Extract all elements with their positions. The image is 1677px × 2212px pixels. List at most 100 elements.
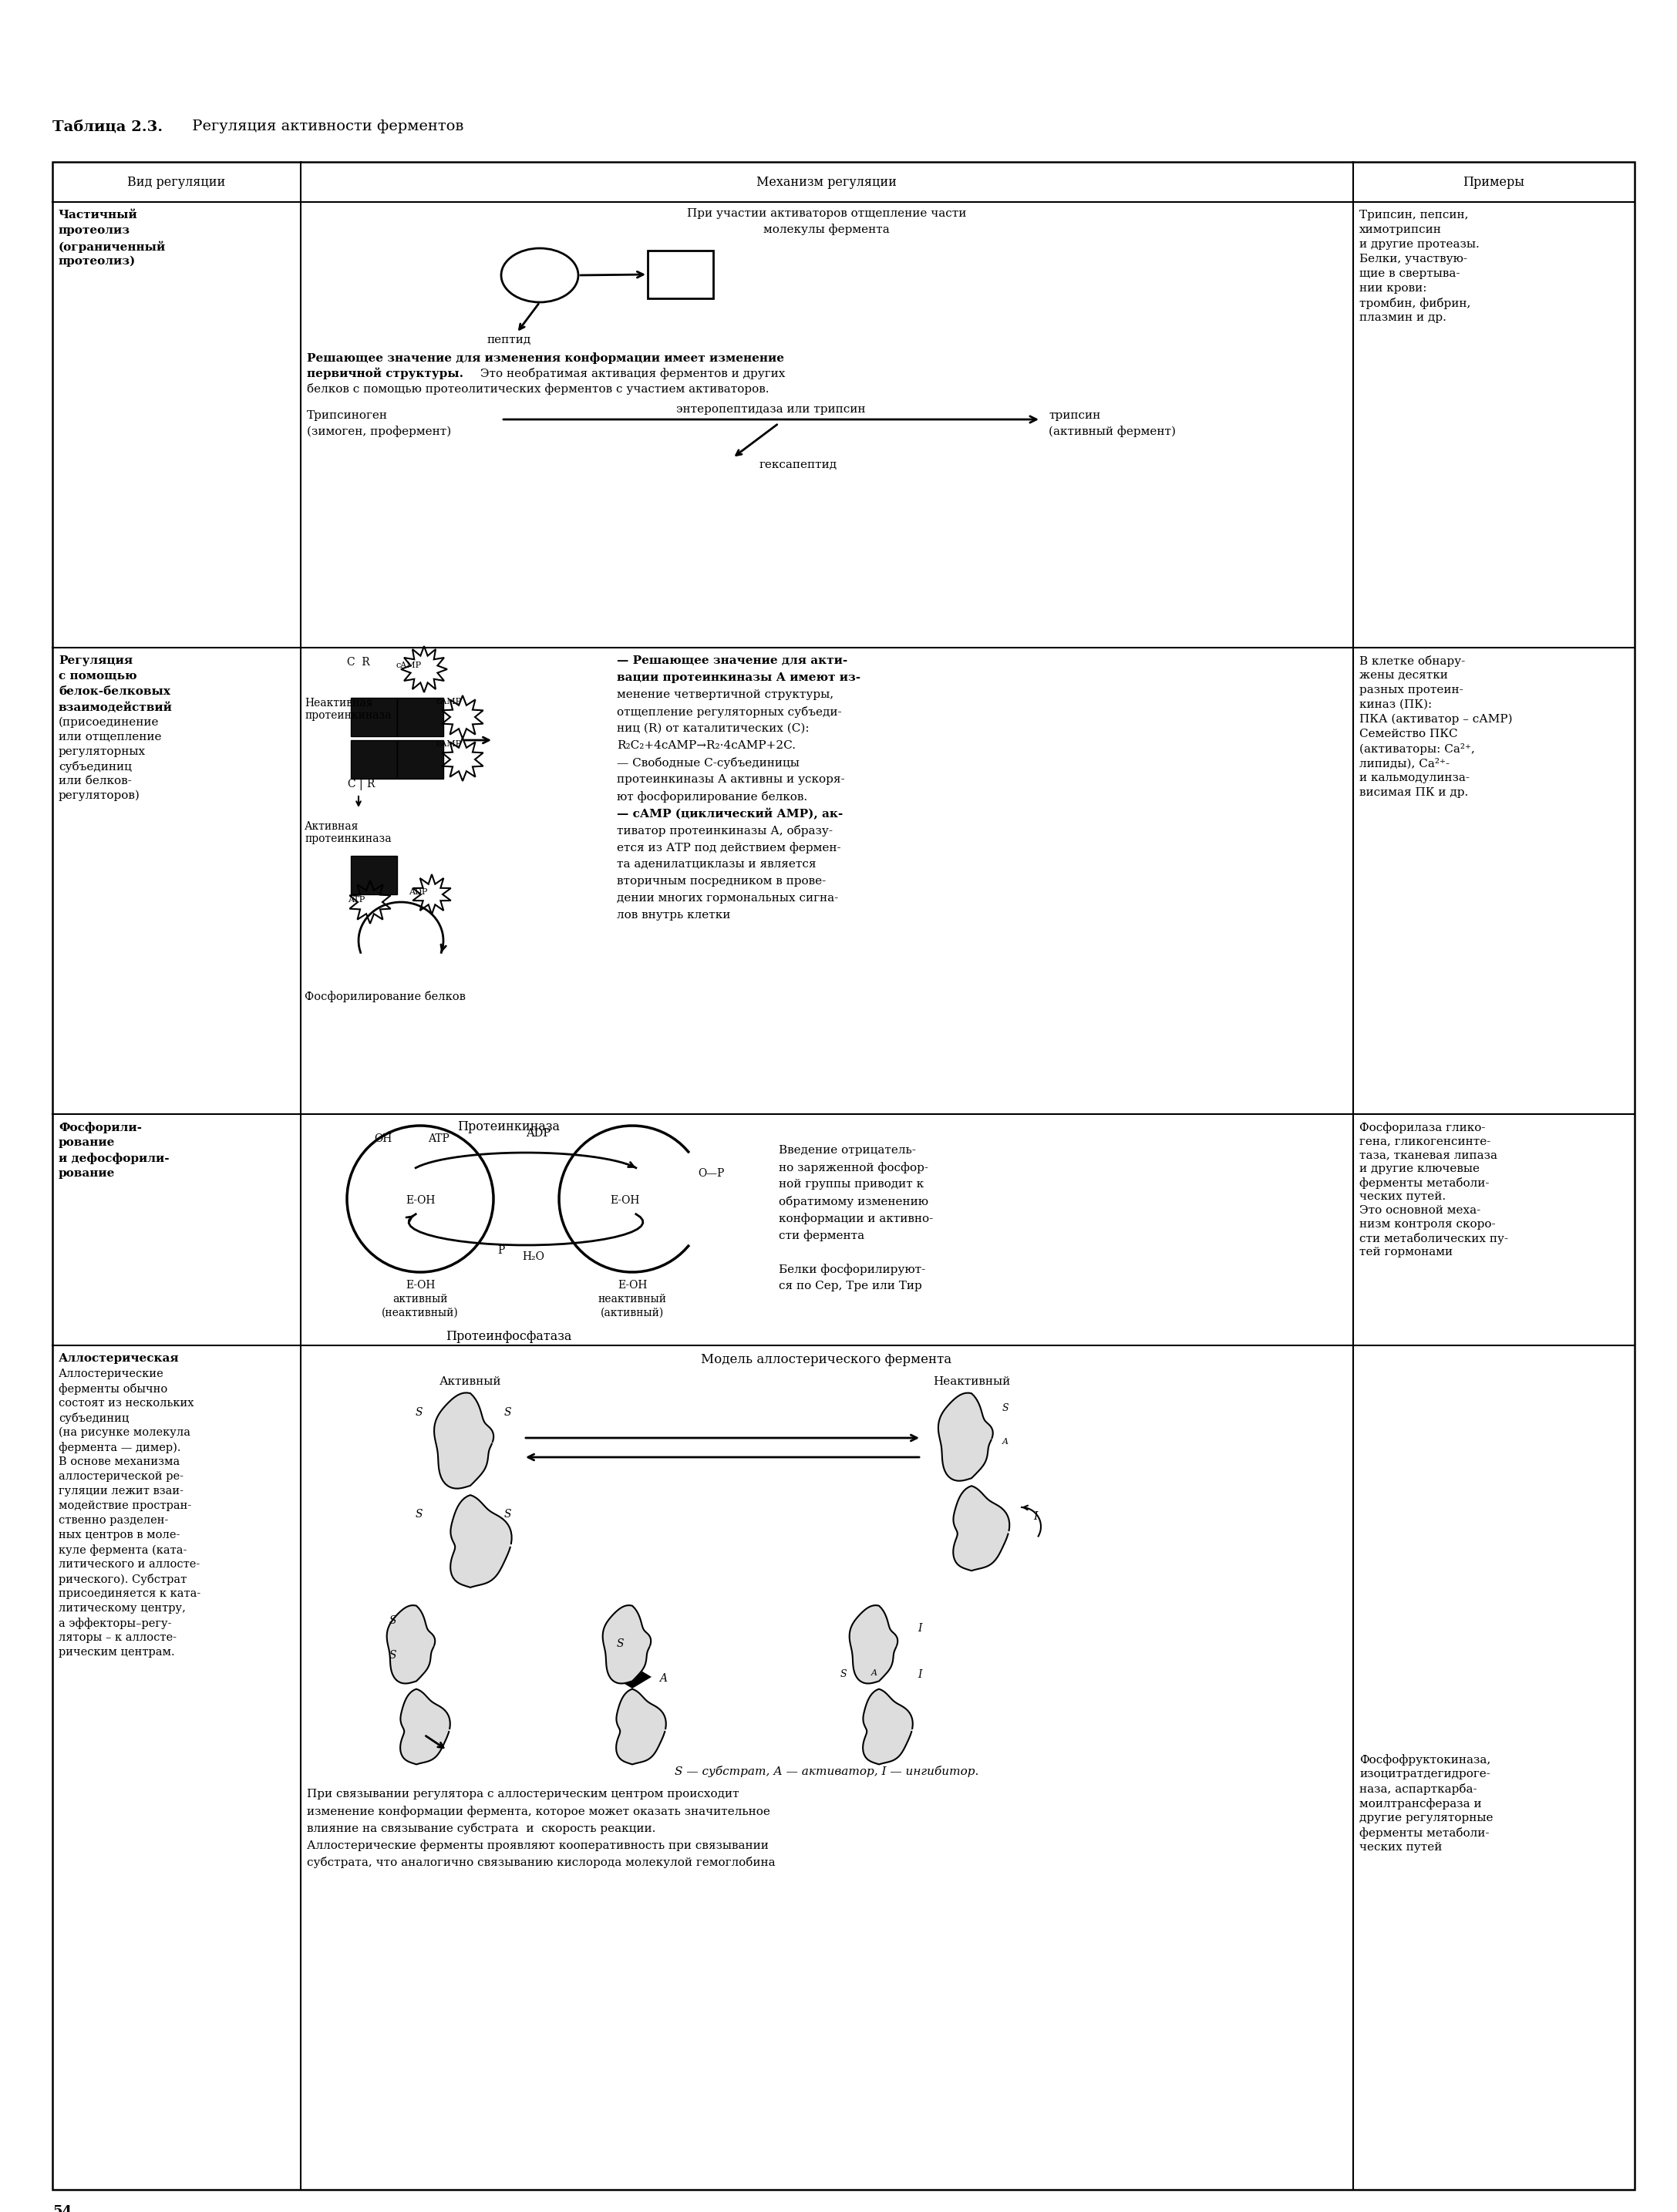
Text: киназ (ПК):: киназ (ПК):	[1360, 699, 1432, 710]
Bar	[350, 741, 397, 779]
Text: Неактивная
протеинкиназа: Неактивная протеинкиназа	[305, 697, 391, 721]
Text: H₂O: H₂O	[523, 1252, 545, 1263]
Text: и дефосфорили-: и дефосфорили-	[59, 1152, 169, 1164]
Text: ют фосфорилирование белков.: ют фосфорилирование белков.	[617, 792, 807, 803]
Text: В основе механизма: В основе механизма	[59, 1455, 179, 1467]
Text: Активная
протеинкиназа: Активная протеинкиназа	[305, 821, 391, 845]
Text: (зимоген, профермент): (зимоген, профермент)	[307, 425, 451, 438]
Text: химотрипсин: химотрипсин	[1360, 223, 1442, 234]
Text: плазмин и др.: плазмин и др.	[1360, 312, 1446, 323]
Text: щие в свертыва-: щие в свертыва-	[1360, 268, 1461, 279]
Text: жены десятки: жены десятки	[1360, 670, 1447, 681]
Text: S: S	[389, 1650, 397, 1661]
Text: Аллостерическая: Аллостерическая	[59, 1354, 179, 1365]
Text: ется из АТР под действием фермен-: ется из АТР под действием фермен-	[617, 843, 840, 854]
Text: и другие протеазы.: и другие протеазы.	[1360, 239, 1479, 250]
Text: сти метаболических пу-: сти метаболических пу-	[1360, 1232, 1508, 1245]
Text: фермента — димер).: фермента — димер).	[59, 1442, 181, 1453]
Bar	[350, 856, 397, 894]
Text: Протеинфосфатаза: Протеинфосфатаза	[446, 1329, 572, 1343]
Text: белок-белковых: белок-белковых	[59, 686, 171, 697]
Text: липиды), Са²⁺-: липиды), Са²⁺-	[1360, 759, 1449, 770]
Text: Трипсиноген: Трипсиноген	[307, 409, 387, 420]
Text: Активный: Активный	[439, 1376, 501, 1387]
Text: таза, тканевая липаза: таза, тканевая липаза	[1360, 1150, 1498, 1161]
Text: E-OH: E-OH	[406, 1281, 434, 1290]
Text: I: I	[917, 1670, 922, 1679]
Text: Аллостерические: Аллостерические	[59, 1369, 164, 1380]
Text: взаимодействий: взаимодействий	[59, 701, 173, 712]
Text: отщепление регуляторных субъеди-: отщепление регуляторных субъеди-	[617, 706, 842, 719]
Text: |: |	[359, 779, 362, 790]
Text: энтеропептидаза или трипсин: энтеропептидаза или трипсин	[676, 405, 865, 416]
Text: литического и аллосте-: литического и аллосте-	[59, 1559, 200, 1571]
Text: A: A	[872, 1670, 877, 1677]
Text: дении многих гормональных сигна-: дении многих гормональных сигна-	[617, 894, 839, 905]
Text: менение четвертичной структуры,: менение четвертичной структуры,	[617, 690, 833, 699]
Text: ческих путей: ческих путей	[1360, 1843, 1442, 1854]
Text: трипсин: трипсин	[1048, 409, 1100, 420]
Text: вации протеинкиназы А имеют из-: вации протеинкиназы А имеют из-	[617, 672, 860, 684]
Text: Фосфофруктокиназа,: Фосфофруктокиназа,	[1360, 1754, 1491, 1765]
Polygon shape	[602, 1606, 651, 1683]
Text: а эффекторы–регу-: а эффекторы–регу-	[59, 1617, 171, 1628]
Text: C  R: C R	[347, 657, 371, 668]
Text: Примеры: Примеры	[1462, 175, 1524, 188]
Text: сти фермента: сти фермента	[778, 1230, 864, 1241]
Text: (неактивный): (неактивный)	[382, 1307, 459, 1318]
Text: и кальмодулинза-: и кальмодулинза-	[1360, 772, 1469, 783]
Text: — Свободные C-субъединицы: — Свободные C-субъединицы	[617, 757, 800, 770]
Text: моилтрансфераза и: моилтрансфераза и	[1360, 1798, 1482, 1809]
Text: Фосфорилаза глико-: Фосфорилаза глико-	[1360, 1121, 1486, 1133]
Text: другие регуляторные: другие регуляторные	[1360, 1812, 1493, 1823]
Text: S: S	[1003, 1402, 1010, 1413]
Text: субстрата, что аналогично связыванию кислорода молекулой гемоглобина: субстрата, что аналогично связыванию кис…	[307, 1856, 775, 1869]
Text: гексапептид: гексапептид	[760, 460, 837, 471]
Text: субъединиц: субъединиц	[59, 761, 132, 772]
Polygon shape	[953, 1486, 1010, 1571]
Text: протеолиз: протеолиз	[59, 226, 131, 237]
Text: — Решающее значение для акти-: — Решающее значение для акти-	[617, 655, 847, 666]
Text: (активный фермент): (активный фермент)	[1048, 425, 1176, 438]
Text: I: I	[1033, 1511, 1038, 1522]
Text: В клетке обнару-: В клетке обнару-	[1360, 655, 1466, 666]
Text: Фосфорилирование белков: Фосфорилирование белков	[305, 991, 466, 1002]
Text: ферменты метаболи-: ферменты метаболи-	[1360, 1177, 1489, 1188]
Text: гена, гликогенсинте-: гена, гликогенсинте-	[1360, 1135, 1491, 1146]
Bar	[397, 741, 443, 779]
Text: конформации и активно-: конформации и активно-	[778, 1212, 932, 1223]
Text: Модель аллостерического фермента: Модель аллостерического фермента	[701, 1354, 953, 1367]
Polygon shape	[387, 1606, 434, 1683]
Text: рическим центрам.: рическим центрам.	[59, 1648, 174, 1657]
Text: с помощью: с помощью	[59, 670, 138, 681]
Text: тей гормонами: тей гормонами	[1360, 1248, 1452, 1256]
Polygon shape	[614, 1666, 652, 1688]
Polygon shape	[864, 1690, 912, 1765]
Text: R: R	[366, 779, 374, 790]
Text: ческих путей.: ческих путей.	[1360, 1192, 1446, 1201]
Text: та аденилатциклазы и является: та аденилатциклазы и является	[617, 858, 817, 869]
Text: OH: OH	[374, 1133, 392, 1144]
Text: E-OH: E-OH	[617, 1281, 647, 1290]
Text: влияние на связывание субстрата  и  скорость реакции.: влияние на связывание субстрата и скорос…	[307, 1823, 656, 1834]
Text: (активаторы: Са²⁺,: (активаторы: Са²⁺,	[1360, 743, 1474, 754]
Text: S: S	[505, 1509, 511, 1520]
Bar	[647, 250, 713, 299]
Text: ной группы приводит к: ной группы приводит к	[778, 1179, 924, 1190]
Text: обратимому изменению: обратимому изменению	[778, 1197, 929, 1208]
Text: Введение отрицатель-: Введение отрицатель-	[778, 1146, 916, 1155]
Text: ственно разделен-: ственно разделен-	[59, 1515, 168, 1526]
Text: рование: рование	[59, 1137, 116, 1148]
Text: регуляторных: регуляторных	[59, 745, 146, 757]
Text: висимая ПК и др.: висимая ПК и др.	[1360, 787, 1469, 799]
Text: Неактивный: Неактивный	[932, 1376, 1010, 1387]
Text: Протеинкиназа: Протеинкиназа	[458, 1119, 560, 1133]
Text: литическому центру,: литическому центру,	[59, 1604, 186, 1615]
Text: При участии активаторов отщепление части: При участии активаторов отщепление части	[688, 208, 966, 219]
Text: Решающее значение для изменения конформации имеет изменение: Решающее значение для изменения конформа…	[307, 352, 785, 363]
Text: и другие ключевые: и другие ключевые	[1360, 1164, 1479, 1175]
Text: 54: 54	[52, 2205, 72, 2212]
Text: Регуляция: Регуляция	[59, 655, 132, 666]
Text: R₂C₂+4cAMP→R₂·4cAMP+2C.: R₂C₂+4cAMP→R₂·4cAMP+2C.	[617, 741, 795, 750]
Text: cAMP: cAMP	[436, 741, 461, 748]
